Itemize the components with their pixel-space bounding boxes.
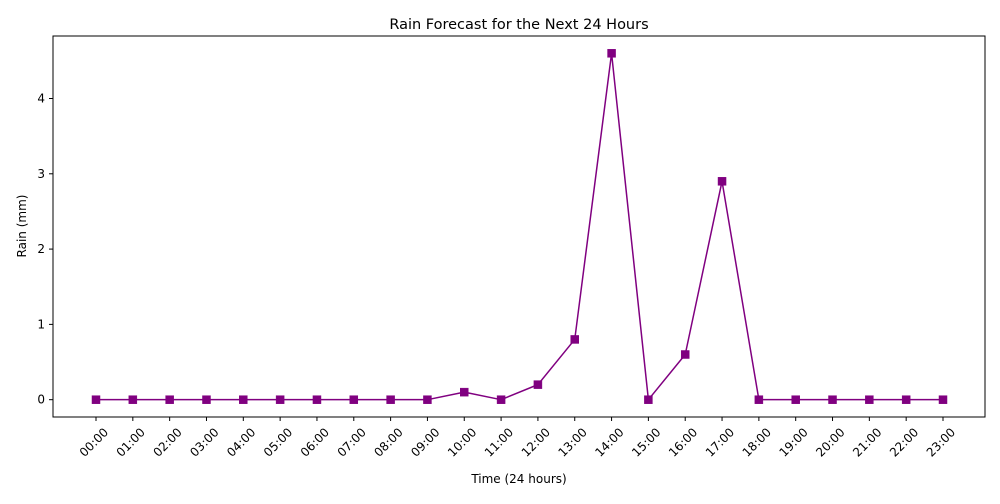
data-point-marker	[239, 395, 248, 404]
plot-area	[53, 36, 985, 417]
data-point-marker	[533, 380, 543, 389]
x-tick-label: 14:00	[592, 425, 626, 459]
y-tick-label: 0	[37, 393, 45, 407]
x-tick-label: 09:00	[408, 425, 442, 459]
data-point-marker	[275, 395, 285, 404]
data-point-marker	[754, 395, 764, 404]
x-tick-label: 05:00	[261, 425, 295, 459]
chart-title: Rain Forecast for the Next 24 Hours	[389, 17, 648, 33]
x-tick-label: 22:00	[887, 425, 921, 459]
data-point-marker	[607, 49, 616, 58]
y-tick-label: 2	[37, 242, 45, 256]
data-point-marker	[791, 395, 800, 404]
y-tick-label: 1	[37, 317, 45, 331]
x-tick-label: 08:00	[371, 425, 405, 459]
data-point-marker	[901, 395, 911, 404]
x-tick-label: 04:00	[224, 425, 258, 459]
x-tick-label: 17:00	[703, 425, 737, 459]
x-axis-ticks: 00:00 01:00 02:00 03:00 04:00 05:00 06:00 07:00…	[77, 417, 958, 460]
data-point-marker	[202, 395, 211, 404]
data-point-marker	[865, 395, 874, 404]
x-tick-label: 18:00	[740, 425, 774, 459]
y-tick-label: 3	[37, 167, 45, 181]
data-point-marker	[165, 395, 174, 404]
x-tick-label: 15:00	[629, 425, 663, 459]
data-point-marker	[496, 395, 506, 404]
data-point-marker	[128, 395, 138, 404]
data-point-marker	[828, 395, 837, 404]
data-point-marker	[423, 395, 432, 404]
series-layer	[91, 49, 948, 404]
x-tick-label: 06:00	[298, 425, 332, 459]
data-point-marker	[349, 395, 359, 404]
x-tick-label: 02:00	[150, 425, 184, 459]
x-tick-label: 01:00	[114, 425, 148, 459]
data-point-marker	[717, 177, 727, 186]
data-point-marker	[91, 395, 101, 404]
data-point-marker	[644, 395, 653, 404]
data-point-marker	[312, 395, 322, 404]
data-point-marker	[570, 335, 579, 344]
data-point-marker	[460, 387, 469, 397]
x-tick-label: 16:00	[666, 425, 700, 459]
x-tick-label: 13:00	[555, 425, 589, 459]
x-tick-label: 03:00	[187, 425, 221, 459]
x-tick-label: 07:00	[335, 425, 369, 459]
x-tick-label: 20:00	[813, 425, 847, 459]
x-tick-label: 10:00	[445, 425, 479, 459]
series-line	[96, 52, 943, 401]
y-tick-label: 4	[37, 91, 45, 105]
y-axis-label: Rain (mm)	[15, 195, 29, 258]
y-axis-ticks: 0 1 2 3 4	[37, 91, 53, 407]
x-tick-label: 00:00	[77, 425, 111, 459]
x-tick-label: 12:00	[519, 425, 553, 459]
x-axis-label: Time (24 hours)	[470, 472, 566, 486]
x-tick-label: 23:00	[924, 425, 958, 459]
data-point-marker	[386, 395, 395, 404]
x-tick-label: 21:00	[850, 425, 884, 459]
axes-layer	[52, 35, 986, 418]
plot-frame	[52, 35, 986, 418]
data-point-marker	[680, 350, 690, 359]
data-point-marker	[938, 395, 948, 404]
x-tick-label: 11:00	[482, 425, 516, 459]
x-tick-label: 19:00	[776, 425, 810, 459]
